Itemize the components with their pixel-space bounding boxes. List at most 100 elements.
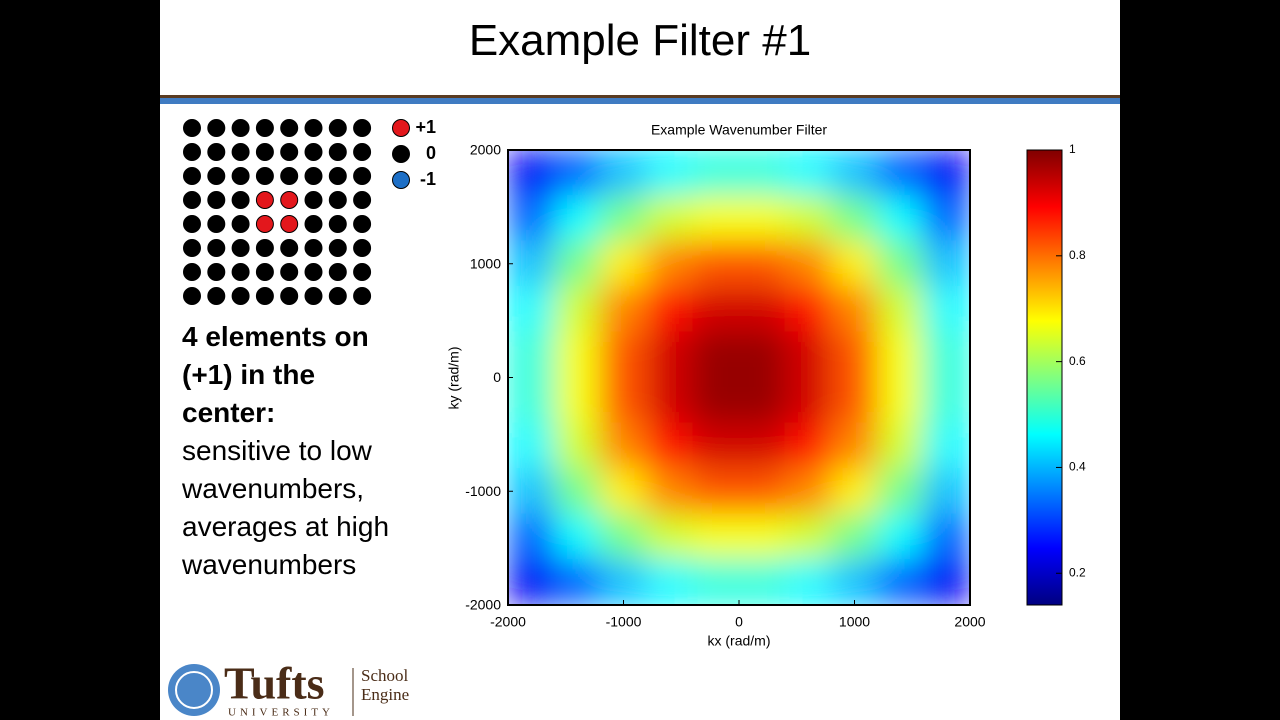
array-element xyxy=(183,287,201,305)
heat-cell xyxy=(599,150,648,196)
logo-line1: School xyxy=(361,666,409,685)
heat-cell xyxy=(923,286,970,333)
array-element xyxy=(280,191,299,209)
heat-cell xyxy=(784,240,832,287)
colorbar-tick-label: 0.8 xyxy=(1069,248,1086,262)
heat-cell xyxy=(692,331,740,378)
array-element xyxy=(353,215,372,233)
heat-cell xyxy=(923,195,970,242)
heat-cell xyxy=(784,377,832,424)
heat-cell xyxy=(599,331,648,378)
heat-cell xyxy=(738,422,786,469)
heat-cell xyxy=(692,286,740,333)
heat-cell xyxy=(923,150,970,196)
y-tick-label: 1000 xyxy=(470,255,501,271)
array-element xyxy=(304,119,323,137)
array-element xyxy=(183,143,201,161)
array-element xyxy=(255,239,274,257)
heat-cell xyxy=(830,513,879,560)
array-element xyxy=(207,239,226,257)
array-element xyxy=(255,167,274,185)
heat-cell xyxy=(692,195,740,242)
heat-cell xyxy=(923,468,970,515)
heat-cell xyxy=(508,377,555,424)
array-element xyxy=(304,191,323,209)
heat-cell xyxy=(877,286,925,333)
legend-label: -1 xyxy=(420,169,436,189)
heat-cell xyxy=(830,559,879,605)
heat-cell xyxy=(646,286,694,333)
heat-cell xyxy=(923,240,970,287)
slide-title: Example Filter #1 xyxy=(468,16,812,65)
array-element xyxy=(353,239,372,257)
colorbar xyxy=(1026,149,1063,606)
heat-cell xyxy=(692,468,740,515)
array-element xyxy=(231,119,250,137)
heat-cell xyxy=(646,195,694,242)
heat-cell xyxy=(738,377,786,424)
heat-cell xyxy=(508,468,555,515)
colorbar-tick-label: 0.4 xyxy=(1069,460,1086,474)
y-tick-label: 0 xyxy=(493,369,501,385)
array-element xyxy=(353,287,372,305)
array-element xyxy=(304,239,323,257)
legend-marker xyxy=(392,119,410,137)
array-element xyxy=(280,167,299,185)
array-element xyxy=(280,263,299,281)
legend-marker xyxy=(392,145,410,163)
heat-cell xyxy=(646,150,694,196)
x-tick-label: 1000 xyxy=(839,614,870,630)
heat-cell xyxy=(830,195,879,242)
array-element xyxy=(231,239,250,257)
heat-cell xyxy=(599,195,648,242)
heat-cell xyxy=(784,422,832,469)
heat-cell xyxy=(877,195,925,242)
x-tick-label: -1000 xyxy=(606,614,642,630)
array-element xyxy=(304,215,323,233)
heat-cell xyxy=(646,468,694,515)
heat-cell xyxy=(508,150,555,196)
array-element xyxy=(183,167,201,185)
heat-cell xyxy=(553,150,601,196)
heat-cell xyxy=(508,240,555,287)
heat-cell xyxy=(553,240,601,287)
array-element xyxy=(255,191,274,209)
array-element xyxy=(280,215,299,233)
colorbar-tick-label: 1 xyxy=(1069,142,1076,156)
heat-cell xyxy=(508,422,555,469)
array-element xyxy=(183,119,201,137)
array-element xyxy=(183,215,201,233)
heat-cell xyxy=(553,377,601,424)
heatmap xyxy=(508,150,970,605)
heat-cell xyxy=(830,150,879,196)
array-element xyxy=(255,287,274,305)
logo: Tufts UNIVERSITY School Engine xyxy=(168,658,409,719)
y-tick-label: -1000 xyxy=(465,483,501,499)
array-element xyxy=(207,119,226,137)
legend-label: +1 xyxy=(415,117,436,137)
description: 4 elements on (+1) in the center: sensit… xyxy=(182,318,407,584)
heat-cell xyxy=(923,513,970,560)
heat-cell xyxy=(830,286,879,333)
array-element xyxy=(231,143,250,161)
heat-cell xyxy=(599,422,648,469)
heat-cell xyxy=(646,422,694,469)
heat-cell xyxy=(553,559,601,605)
array-element xyxy=(231,287,250,305)
array-element xyxy=(353,143,372,161)
heat-cell xyxy=(646,513,694,560)
array-element xyxy=(207,287,226,305)
colorbar-tick-label: 0.6 xyxy=(1069,354,1086,368)
heat-cell xyxy=(877,240,925,287)
logo-sub: UNIVERSITY xyxy=(228,707,334,719)
heat-cell xyxy=(553,331,601,378)
description-text: sensitive to low wavenumbers, averages a… xyxy=(182,435,390,580)
x-tick-label: -2000 xyxy=(490,614,526,630)
heat-cell xyxy=(877,331,925,378)
heat-cell xyxy=(830,331,879,378)
colorbar-tick-label: 0.2 xyxy=(1069,565,1086,579)
heat-cell xyxy=(599,468,648,515)
array-element xyxy=(207,143,226,161)
description-bold: 4 elements on (+1) in the center: xyxy=(182,321,369,428)
